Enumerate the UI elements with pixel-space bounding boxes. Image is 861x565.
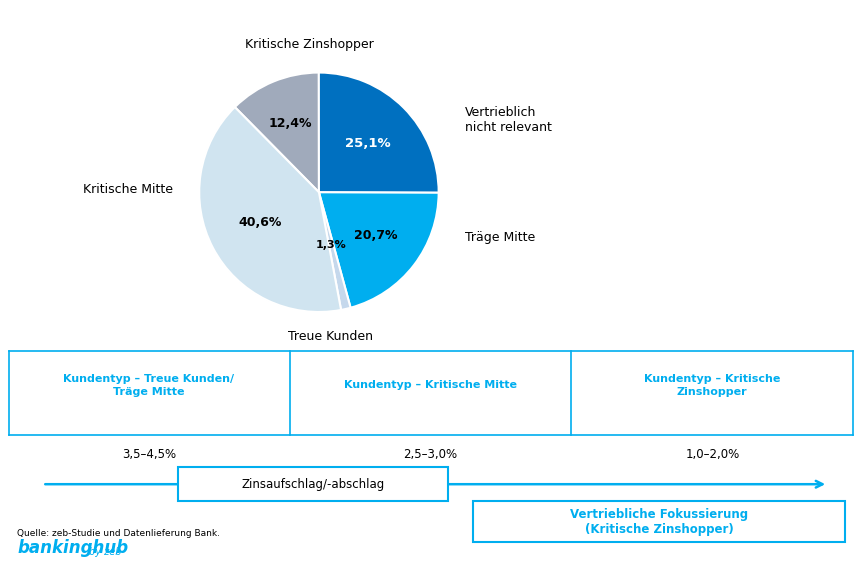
Text: Träge Mitte: Träge Mitte: [464, 231, 535, 244]
Text: 12,4%: 12,4%: [269, 117, 312, 130]
Text: Vertriebliche Fokussierung
(Kritische Zinshopper): Vertriebliche Fokussierung (Kritische Zi…: [569, 508, 747, 536]
Wedge shape: [319, 192, 438, 308]
Wedge shape: [319, 192, 350, 310]
Text: 1,3%: 1,3%: [315, 240, 346, 250]
Text: bankinghub: bankinghub: [17, 539, 128, 557]
Text: 3,5–4,5%: 3,5–4,5%: [121, 447, 176, 460]
Text: 2,5–3,0%: 2,5–3,0%: [403, 447, 456, 460]
Text: 1,0–2,0%: 1,0–2,0%: [684, 447, 739, 460]
Wedge shape: [319, 72, 438, 193]
Text: Kundentyp – Treue Kunden/
Träge Mitte: Kundentyp – Treue Kunden/ Träge Mitte: [63, 374, 234, 397]
Bar: [177, 467, 448, 501]
Text: Zinsaufschlag/-abschlag: Zinsaufschlag/-abschlag: [241, 477, 384, 491]
Text: Kritische Mitte: Kritische Mitte: [83, 184, 173, 197]
Text: Kundentyp – Kritische
Zinshopper: Kundentyp – Kritische Zinshopper: [643, 374, 779, 397]
Text: Quelle: zeb-Studie und Datenlieferung Bank.: Quelle: zeb-Studie und Datenlieferung Ba…: [17, 529, 220, 538]
Bar: [473, 501, 844, 542]
Text: 25,1%: 25,1%: [345, 137, 391, 150]
Wedge shape: [199, 107, 341, 312]
Text: 40,6%: 40,6%: [238, 216, 282, 229]
Text: Kritische Zinshopper: Kritische Zinshopper: [245, 38, 374, 51]
Text: by zeb: by zeb: [89, 547, 121, 557]
Wedge shape: [234, 72, 319, 192]
Text: Vertrieblich
nicht relevant: Vertrieblich nicht relevant: [464, 106, 551, 134]
Text: Kundentyp – Kritische Mitte: Kundentyp – Kritische Mitte: [344, 380, 516, 390]
Text: 20,7%: 20,7%: [354, 229, 397, 242]
Text: Treue Kunden: Treue Kunden: [288, 330, 373, 343]
